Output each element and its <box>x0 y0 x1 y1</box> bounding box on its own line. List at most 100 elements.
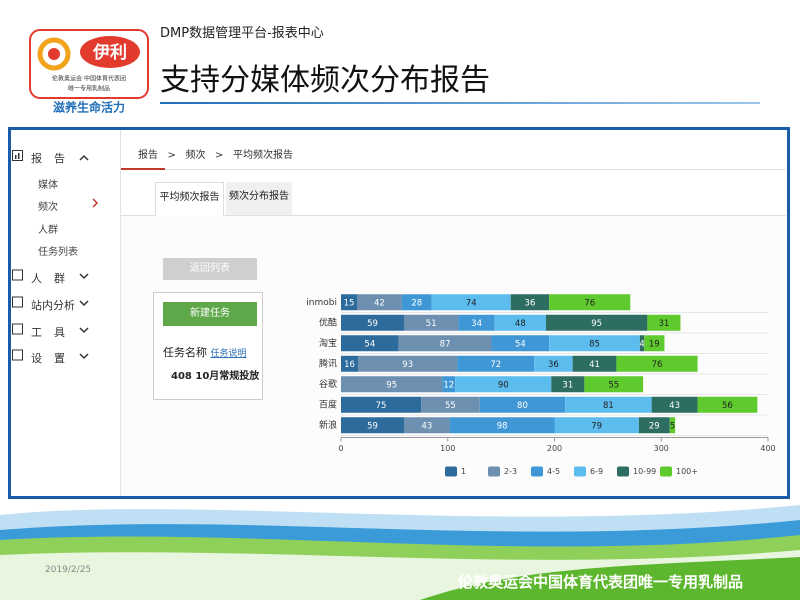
bar-segment <box>572 355 617 372</box>
y-tick-label: 腾讯 <box>319 357 337 369</box>
data-label: 48 <box>515 319 526 329</box>
sidebar-border <box>120 130 121 496</box>
legend-swatch <box>574 466 586 477</box>
help-link[interactable]: 任务说明 <box>210 349 247 359</box>
bar-segment <box>341 294 358 311</box>
data-label: 31 <box>659 319 670 329</box>
bar-segment <box>491 335 550 352</box>
bar-segment <box>565 396 652 413</box>
x-tick-label: 100 <box>440 444 455 453</box>
breadcrumb-rule <box>121 169 786 170</box>
data-label: 90 <box>498 380 509 390</box>
data-label: 36 <box>548 360 559 370</box>
submenu-item[interactable]: 任务列表 <box>38 247 78 258</box>
data-label: 42 <box>374 298 385 308</box>
bar-segment <box>639 335 645 352</box>
breadcrumb: 报告 > 频次 > 平均频次报告 <box>138 146 293 161</box>
menu-item[interactable]: 站内分析 <box>31 299 75 312</box>
tab-rule <box>121 215 786 216</box>
icon <box>12 296 23 308</box>
tab[interactable]: 频次分布报告 <box>226 182 292 215</box>
menu-item[interactable]: 工具 <box>31 326 77 339</box>
data-label: 75 <box>376 401 387 411</box>
chevron <box>79 300 89 307</box>
bar-segment <box>616 355 698 372</box>
y-tick-label: 新浪 <box>319 419 337 431</box>
data-label: 59 <box>367 421 378 431</box>
data-label: 98 <box>497 421 508 431</box>
bar-segment <box>510 294 550 311</box>
data-label: 15 <box>344 298 355 308</box>
logo-badge <box>80 36 140 68</box>
menu-item[interactable]: 设置 <box>31 352 77 365</box>
logo-slogan: 滋养生命活力 <box>53 100 125 115</box>
bar-segment <box>358 355 458 372</box>
back-button[interactable]: 返回列表 <box>163 258 257 280</box>
menu-item[interactable]: 人群 <box>31 272 77 285</box>
bar-segment <box>401 294 432 311</box>
bar-segment <box>457 355 535 372</box>
icon <box>12 269 23 281</box>
chevron <box>79 154 89 161</box>
bar-segment <box>421 396 480 413</box>
legend-label: 4-5 <box>547 467 560 476</box>
submenu-item[interactable]: 频次 <box>38 202 58 213</box>
bar-segment <box>638 417 670 434</box>
x-tick-label: 200 <box>547 444 562 453</box>
crumb[interactable]: 报告 <box>138 150 158 161</box>
bar-segment <box>341 335 399 352</box>
legend-swatch <box>660 466 672 477</box>
crumb[interactable]: 频次 <box>185 150 206 161</box>
bar-segment <box>644 335 665 352</box>
data-label: 74 <box>466 298 477 308</box>
bar-segment <box>431 294 511 311</box>
submenu-item[interactable]: 媒体 <box>38 180 58 191</box>
y-tick-label: 谷歌 <box>319 378 337 390</box>
logo-line: 唯一专用乳制品 <box>68 85 110 93</box>
new-task-button[interactable]: 新建任务 <box>163 302 257 326</box>
data-label: 29 <box>649 421 660 431</box>
bar-segment <box>403 314 459 331</box>
data-label: 12 <box>443 380 454 390</box>
legend-swatch <box>488 466 500 477</box>
menu-item[interactable]: 报告 <box>31 152 77 165</box>
legend-label: 100+ <box>676 467 698 476</box>
data-label: 28 <box>411 298 422 308</box>
data-label: 85 <box>589 339 600 349</box>
data-label: 36 <box>525 298 536 308</box>
bar-segment <box>697 396 758 413</box>
data-label: 55 <box>608 380 619 390</box>
x-tick-label: 0 <box>338 444 343 453</box>
bar-segment <box>549 335 640 352</box>
bar-segment <box>341 417 404 434</box>
bar-segment <box>479 396 566 413</box>
bar-segment <box>545 314 648 331</box>
crumb-separator: > <box>167 150 176 161</box>
tab-active[interactable]: 平均频次报告 <box>155 182 224 216</box>
data-label: 5 <box>670 421 675 431</box>
y-tick-label: 百度 <box>319 398 337 410</box>
data-label: 43 <box>422 421 433 431</box>
icon <box>12 323 23 335</box>
bar-segment <box>549 294 631 311</box>
bar-segment <box>357 294 402 311</box>
data-label: 95 <box>386 380 397 390</box>
sidebar-icons <box>12 154 99 361</box>
data-label: 54 <box>515 339 526 349</box>
bar-segment <box>551 376 585 393</box>
data-label: 34 <box>471 319 482 329</box>
logo-dot <box>48 48 60 60</box>
data-label: 41 <box>589 360 600 370</box>
submenu-item[interactable]: 人群 <box>38 225 58 236</box>
data-label: 95 <box>591 319 602 329</box>
legend-label: 10-99 <box>633 467 656 476</box>
y-tick-label: inmobi <box>306 298 337 308</box>
data-label: 54 <box>364 339 375 349</box>
bar-segment <box>534 355 573 372</box>
data-label: 87 <box>440 339 451 349</box>
data-label: 56 <box>722 401 733 411</box>
data-label: 43 <box>669 401 680 411</box>
data-label: 19 <box>649 339 660 349</box>
task-name: 408 10月常规投放 <box>171 371 260 382</box>
